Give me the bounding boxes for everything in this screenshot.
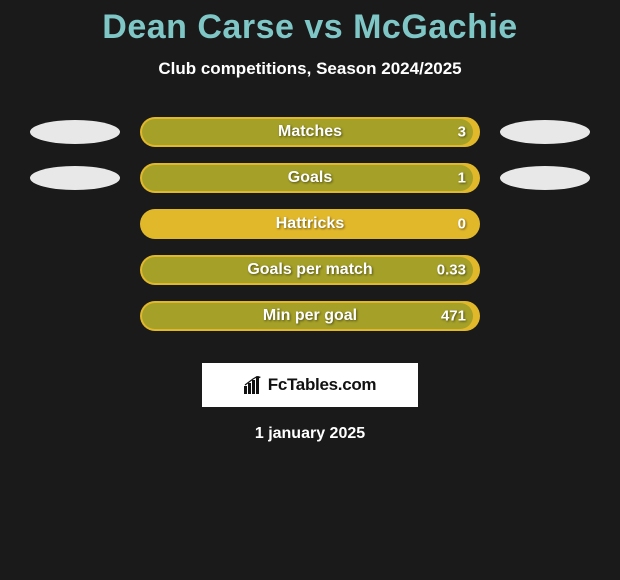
stat-label: Min per goal — [140, 307, 480, 325]
stat-label: Hattricks — [140, 215, 480, 233]
stat-label: Goals per match — [140, 261, 480, 279]
stat-value: 471 — [441, 308, 466, 325]
player-ellipse-left — [30, 120, 120, 144]
chart-icon — [244, 376, 264, 394]
stat-row: Matches3 — [0, 117, 620, 147]
stat-value: 3 — [458, 124, 466, 141]
stat-value: 0.33 — [437, 262, 466, 279]
stat-row: Min per goal471 — [0, 301, 620, 331]
stat-bar: Goals per match0.33 — [140, 255, 480, 285]
stat-label: Matches — [140, 123, 480, 141]
stat-bar: Matches3 — [140, 117, 480, 147]
page-title: Dean Carse vs McGachie — [0, 8, 620, 47]
stat-bar: Min per goal471 — [140, 301, 480, 331]
stat-bar: Hattricks0 — [140, 209, 480, 239]
subtitle: Club competitions, Season 2024/2025 — [0, 59, 620, 79]
player-ellipse-left — [30, 166, 120, 190]
stat-row: Hattricks0 — [0, 209, 620, 239]
logo-box[interactable]: FcTables.com — [202, 363, 418, 407]
logo-text: FcTables.com — [268, 375, 377, 395]
stat-bar: Goals1 — [140, 163, 480, 193]
stat-bars: Matches3Goals1Hattricks0Goals per match0… — [0, 117, 620, 331]
stat-value: 0 — [458, 216, 466, 233]
stat-label: Goals — [140, 169, 480, 187]
date-text: 1 january 2025 — [0, 425, 620, 443]
player-ellipse-right — [500, 120, 590, 144]
stat-value: 1 — [458, 170, 466, 187]
comparison-container: Dean Carse vs McGachie Club competitions… — [0, 0, 620, 443]
player-ellipse-right — [500, 166, 590, 190]
stat-row: Goals per match0.33 — [0, 255, 620, 285]
stat-row: Goals1 — [0, 163, 620, 193]
